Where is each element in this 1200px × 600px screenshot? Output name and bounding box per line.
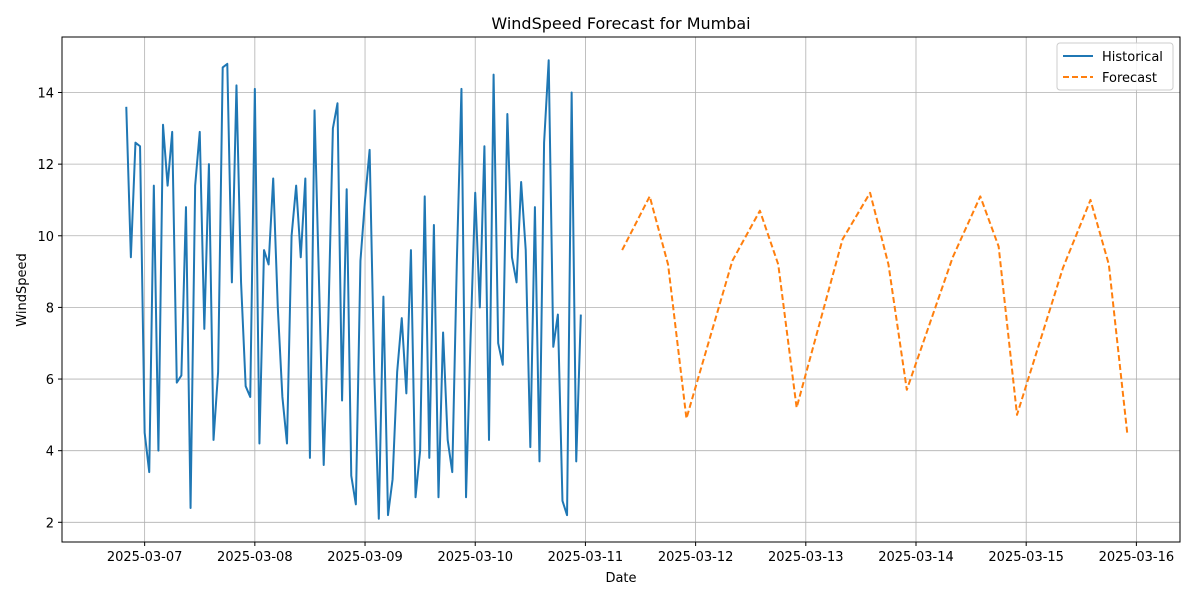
legend-label-forecast: Forecast: [1102, 71, 1157, 86]
series-line-forecast: [621, 191, 1129, 433]
legend: Historical Forecast: [1056, 42, 1174, 91]
x-axis-label: Date: [605, 571, 636, 586]
x-tick-label: 2025-03-12: [658, 550, 734, 565]
x-tick-label: 2025-03-08: [217, 550, 293, 565]
y-tick-label: 10: [37, 230, 54, 245]
x-tick-label: 2025-03-09: [327, 550, 403, 565]
legend-box: [1056, 42, 1174, 91]
series-lines: [125, 59, 1129, 520]
y-tick-label: 2: [46, 516, 54, 531]
x-tick-label: 2025-03-07: [107, 550, 183, 565]
y-tick-label: 4: [46, 445, 54, 460]
chart-title: WindSpeed Forecast for Mumbai: [491, 14, 750, 33]
y-tick-label: 6: [46, 373, 54, 388]
x-tick-label: 2025-03-13: [768, 550, 844, 565]
y-tick-label: 8: [46, 301, 54, 316]
y-axis-label: WindSpeed: [15, 253, 30, 326]
y-axis-ticks: 2 4 6 8 10 12 14: [37, 87, 62, 531]
series-line-historical: [125, 59, 582, 520]
x-tick-label: 2025-03-10: [437, 550, 513, 565]
x-tick-label: 2025-03-14: [878, 550, 954, 565]
x-tick-label: 2025-03-16: [1099, 550, 1175, 565]
x-tick-label: 2025-03-15: [988, 550, 1064, 565]
x-tick-label: 2025-03-11: [548, 550, 624, 565]
legend-label-historical: Historical: [1102, 50, 1163, 65]
y-tick-label: 12: [37, 158, 54, 173]
plot-area: [62, 37, 1180, 542]
x-axis-ticks: 2025-03-07 2025-03-08 2025-03-09 2025-03-10…: [107, 542, 1174, 565]
plot-frame: [61, 36, 1181, 543]
y-tick-label: 14: [37, 87, 54, 102]
